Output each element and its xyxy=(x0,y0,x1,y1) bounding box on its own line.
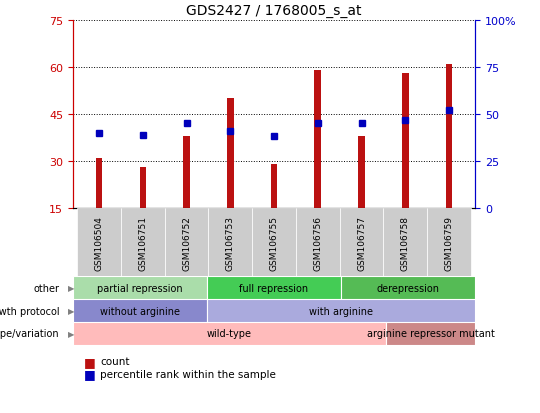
Bar xyxy=(73,277,207,299)
Bar xyxy=(73,299,207,322)
Text: genotype/variation: genotype/variation xyxy=(0,328,59,339)
Text: GSM106757: GSM106757 xyxy=(357,215,366,270)
Bar xyxy=(121,209,165,277)
Text: ■: ■ xyxy=(84,355,96,368)
Bar xyxy=(446,64,452,209)
Title: GDS2427 / 1768005_s_at: GDS2427 / 1768005_s_at xyxy=(186,4,362,18)
Bar xyxy=(183,137,190,209)
Text: ▶: ▶ xyxy=(68,306,74,315)
Bar xyxy=(314,71,321,209)
Text: ■: ■ xyxy=(84,367,96,380)
Text: GSM106756: GSM106756 xyxy=(313,215,322,270)
Bar xyxy=(402,74,409,209)
Text: without arginine: without arginine xyxy=(100,306,180,316)
Text: GSM106755: GSM106755 xyxy=(269,215,279,270)
Bar xyxy=(271,165,278,209)
Text: count: count xyxy=(100,356,130,366)
Text: ▶: ▶ xyxy=(68,284,74,292)
Bar xyxy=(427,209,471,277)
Bar xyxy=(383,209,427,277)
Text: GSM106504: GSM106504 xyxy=(94,215,104,270)
Bar xyxy=(207,277,341,299)
Text: arginine repressor mutant: arginine repressor mutant xyxy=(367,328,495,339)
Bar xyxy=(340,209,383,277)
Text: GSM106752: GSM106752 xyxy=(182,215,191,270)
Bar xyxy=(296,209,340,277)
Text: GSM106758: GSM106758 xyxy=(401,215,410,270)
Text: ▶: ▶ xyxy=(68,329,74,338)
Bar xyxy=(252,209,296,277)
Text: GSM106751: GSM106751 xyxy=(138,215,147,270)
Bar xyxy=(227,99,234,209)
Bar xyxy=(73,322,386,345)
Bar xyxy=(96,159,103,209)
Text: GSM106753: GSM106753 xyxy=(226,215,235,270)
Text: derepression: derepression xyxy=(377,283,440,293)
Bar xyxy=(358,137,365,209)
Text: other: other xyxy=(33,283,59,293)
Text: growth protocol: growth protocol xyxy=(0,306,59,316)
Text: GSM106759: GSM106759 xyxy=(444,215,454,270)
Bar xyxy=(139,168,146,209)
Bar xyxy=(386,322,475,345)
Text: partial repression: partial repression xyxy=(97,283,183,293)
Bar xyxy=(165,209,208,277)
Text: with arginine: with arginine xyxy=(309,306,373,316)
Bar xyxy=(341,277,475,299)
Text: wild-type: wild-type xyxy=(207,328,252,339)
Bar xyxy=(208,209,252,277)
Bar xyxy=(207,299,475,322)
Text: percentile rank within the sample: percentile rank within the sample xyxy=(100,369,276,379)
Bar xyxy=(77,209,121,277)
Text: full repression: full repression xyxy=(239,283,309,293)
